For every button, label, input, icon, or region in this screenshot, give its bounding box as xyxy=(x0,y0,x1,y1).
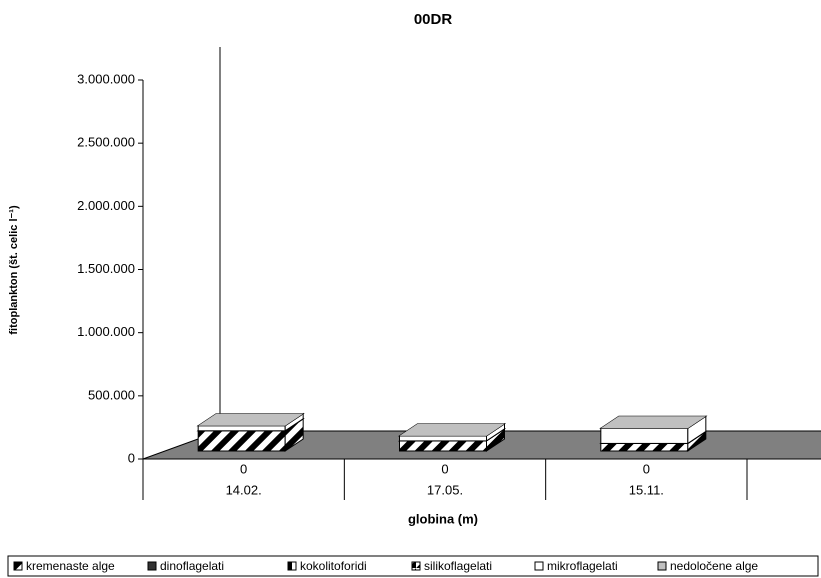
y-tick-label: 1.500.000 xyxy=(77,261,135,276)
legend-label: dinoflagelati xyxy=(160,559,224,573)
legend-swatch xyxy=(657,561,667,571)
bar-front xyxy=(600,442,689,452)
x-group-label: 15.11. xyxy=(629,482,664,497)
bar-top xyxy=(399,423,505,436)
x-tick-label: 0 xyxy=(240,461,247,476)
y-tick-label: 3.000.000 xyxy=(77,71,135,86)
bar-segment xyxy=(600,415,707,429)
bar-front xyxy=(399,435,487,442)
legend-label: mikroflagelati xyxy=(547,559,618,573)
bar-top xyxy=(600,416,706,429)
x-group-label: 14.02. xyxy=(226,482,262,497)
bar-top xyxy=(198,413,304,426)
legend-swatch xyxy=(147,561,157,571)
legend-swatch xyxy=(287,561,297,571)
bar-front xyxy=(197,430,286,452)
x-axis-title: globina (m) xyxy=(408,511,478,526)
y-tick-label: 500.000 xyxy=(88,387,135,402)
y-tick-label: 2.000.000 xyxy=(77,198,135,213)
x-tick-label: 0 xyxy=(441,461,448,476)
legend-swatch xyxy=(411,561,421,571)
legend-swatch xyxy=(534,561,544,571)
legend-swatch xyxy=(13,561,23,571)
y-axis-title: fitoplankton (št. celic l⁻¹) xyxy=(8,205,20,335)
bar-front xyxy=(600,427,689,444)
bar-segment xyxy=(399,423,505,437)
x-group-label: 17.05. xyxy=(427,482,463,497)
y-tick-label: 1.000.000 xyxy=(77,324,135,339)
y-tick-label: 2.500.000 xyxy=(77,135,135,150)
legend-label: kokolitoforidi xyxy=(300,559,367,573)
x-tick-label: 0 xyxy=(643,461,650,476)
legend-label: silikoflagelati xyxy=(424,559,492,573)
y-tick-label: 0 xyxy=(128,450,135,465)
legend-label: kremenaste alge xyxy=(26,559,115,573)
legend-label: nedoločene alge xyxy=(670,559,758,573)
bar-front xyxy=(197,425,286,432)
chart-title: 00DR xyxy=(414,11,453,28)
bar-segment xyxy=(198,413,304,427)
bar-front xyxy=(399,440,487,452)
